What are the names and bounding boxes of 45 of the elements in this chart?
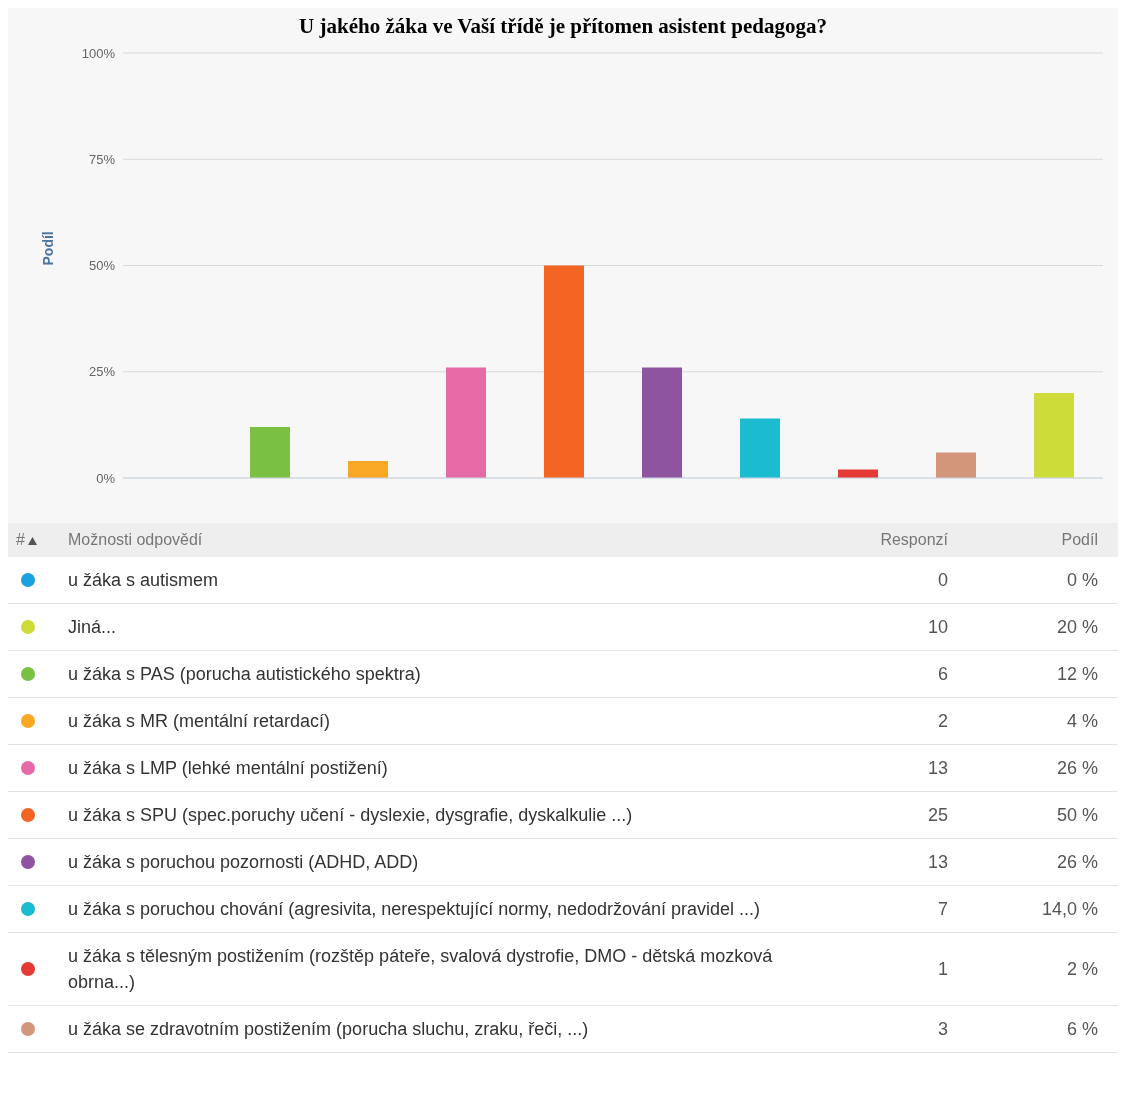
data-label: 1 (937, 957, 949, 981)
category-label: u žáka s PAS (porucha autistického spektra) (67, 663, 422, 686)
bar (446, 367, 486, 478)
y-tick-label: 100% (81, 45, 116, 61)
data-label: 3 (937, 1017, 949, 1041)
category-label: u žáka se zdravotním postižením (porucha sluchu, zraku, řeči, ...) (67, 1018, 590, 1041)
data-label: 50 % (1055, 803, 1099, 827)
y-tick-label: 75% (88, 151, 116, 167)
data-label: 14,0 % (1040, 897, 1099, 921)
data-label: 2 (937, 709, 949, 733)
bar (348, 461, 388, 478)
data-label: 13 (926, 756, 949, 780)
data-label: 26 % (1055, 756, 1099, 780)
category-label: u žáka s poruchou pozornosti (ADHD, ADD) (67, 851, 420, 874)
data-label: 20 % (1055, 615, 1099, 639)
data-label: 13 (926, 850, 949, 874)
y-tick-label: 50% (88, 258, 116, 274)
category-label: Jiná... (67, 616, 118, 639)
y-axis-title: Podíl (39, 231, 56, 266)
category-label: u žáka s MR (mentální retardací) (67, 710, 332, 733)
y-tick-label: 25% (88, 364, 116, 380)
category-label: u žáka s tělesným postižením (rozštěp páteře, svalová dystrofie, DMO - dětská mozková obrna...) (67, 945, 774, 994)
data-label: 7 (937, 897, 949, 921)
data-label: 12 % (1055, 662, 1099, 686)
category-label: u žáka s SPU (spec.poruchy učení - dyslexie, dysgrafie, dyskalkulie ...) (67, 804, 634, 827)
data-label: 10 (926, 615, 949, 639)
bar (250, 427, 290, 478)
bar (642, 367, 682, 478)
bar (1034, 393, 1074, 478)
bar (936, 452, 976, 478)
bar (544, 265, 584, 478)
category-label: u žáka s LMP (lehké mentální postižení) (67, 757, 389, 780)
y-tick-label: 0% (96, 470, 116, 486)
data-label: 25 (926, 803, 949, 827)
bar (740, 418, 780, 478)
data-label: 4 % (1065, 709, 1099, 733)
category-label: u žáka s poruchou chování (agresivita, nerespektující normy, nedodržování pravidel ...) (67, 898, 762, 921)
data-label: 0 % (1065, 568, 1099, 592)
data-label: 6 % (1065, 1017, 1099, 1041)
data-label: 2 % (1065, 957, 1099, 981)
category-label: u žáka s autismem (67, 569, 220, 592)
data-label: 6 (937, 662, 949, 686)
chart-title: U jakého žáka ve Vaší třídě je přítomen asistent pedagoga? (298, 14, 828, 39)
data-label: 0 (937, 568, 949, 592)
data-label: 26 % (1055, 850, 1099, 874)
